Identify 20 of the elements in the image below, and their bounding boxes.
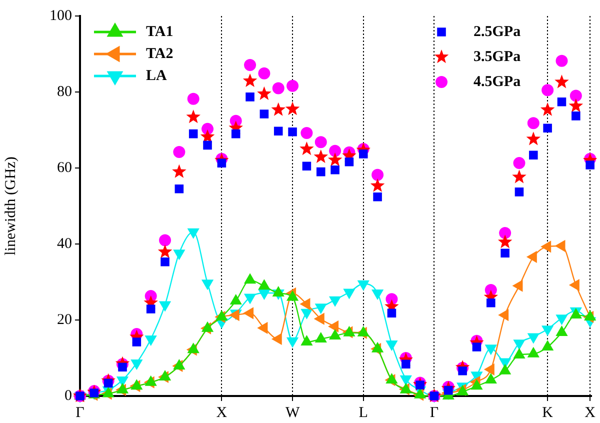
- x-tick-label: Γ: [76, 404, 85, 421]
- x-tick-label: W: [285, 404, 300, 421]
- x-tick-label: X: [216, 404, 228, 421]
- legend-label: TA1: [146, 24, 174, 40]
- legend-label: TA2: [146, 46, 174, 62]
- y-tick-label: 40: [57, 236, 72, 252]
- legend-label: 2.5GPa: [474, 24, 522, 40]
- x-tick-label: K: [542, 404, 554, 421]
- legend-label: 4.5GPa: [474, 74, 522, 90]
- x-tick-label: Γ: [430, 404, 439, 421]
- y-tick-label: 100: [50, 8, 72, 24]
- y-tick-label: 20: [57, 312, 72, 328]
- x-tick-label: L: [358, 404, 368, 421]
- legend-label: LA: [146, 68, 168, 84]
- x-tick-label: X: [584, 404, 596, 421]
- y-tick-label: 0: [64, 388, 72, 404]
- y-axis-title: linewidth (GHz): [2, 156, 19, 256]
- y-tick-label: 60: [57, 160, 72, 176]
- legend-label: 3.5GPa: [474, 48, 522, 65]
- y-tick-label: 80: [57, 84, 72, 100]
